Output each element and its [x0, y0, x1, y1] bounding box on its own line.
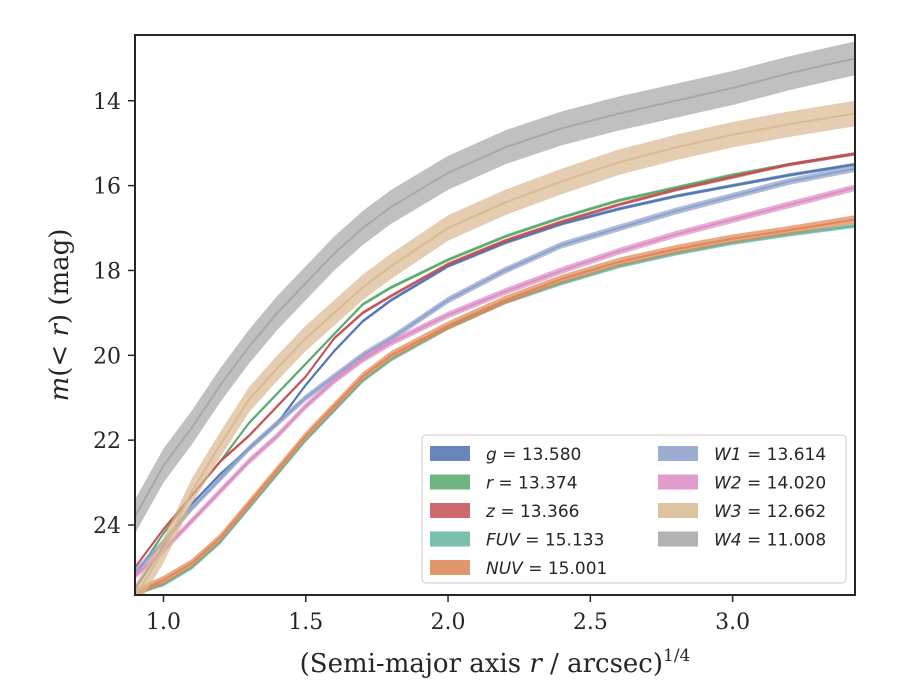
y-axis: 14 16 18 20 22 24 [93, 90, 135, 539]
x-tick-label: 1.0 [146, 610, 181, 635]
y-axis-title: m(< r) (mag) [45, 229, 75, 402]
x-axis: 1.0 1.5 2.0 2.5 3.0 [146, 595, 750, 635]
y-tick-label: 24 [93, 514, 121, 539]
legend-frame [421, 434, 847, 584]
y-tick-label: 20 [93, 344, 121, 369]
legend-swatch-z [430, 503, 470, 518]
series-band-W3 [135, 100, 855, 595]
x-tick-label: 3.0 [715, 610, 750, 635]
series-layer [135, 41, 855, 595]
legend-label-r: r = 13.374 [486, 474, 578, 494]
series-line-z [135, 152, 855, 569]
series-line-W4 [135, 57, 855, 518]
legend-label-W2: W2 = 14.020 [714, 474, 826, 494]
legend-swatch-FUV [430, 531, 470, 547]
legend-label-W1: W1 = 13.614 [714, 445, 826, 465]
legend-swatch-W1 [658, 446, 698, 461]
legend-label-W4: W4 = 11.008 [714, 531, 826, 551]
legend-swatch-W4 [658, 531, 698, 547]
series-line-W2 [135, 186, 855, 577]
x-tick-label: 1.5 [288, 610, 323, 635]
legend-swatch-r [430, 474, 470, 490]
x-tick-label: 2.5 [573, 610, 608, 635]
legend-label-z: z = 13.366 [485, 502, 579, 522]
legend-swatch-W2 [658, 474, 698, 490]
series-band-W4 [135, 41, 855, 534]
legend-label-NUV: NUV = 15.001 [486, 559, 607, 579]
legend-swatch-W3 [658, 503, 698, 518]
x-axis-title: (Semi-major axis r / arcsec)1/4 [300, 646, 691, 679]
y-tick-label: 16 [93, 175, 121, 200]
legend: g = 13.580 r = 13.374 z = 13.366 FUV = 15.1… [421, 434, 847, 584]
y-tick-label: 14 [93, 90, 121, 115]
legend-swatch-g [430, 446, 470, 461]
series-line-W3 [135, 112, 855, 595]
plot-frame [134, 34, 856, 596]
series-line-g [135, 163, 855, 590]
legend-swatch-NUV [430, 560, 470, 575]
x-tick-label: 2.0 [431, 610, 466, 635]
y-tick-label: 22 [93, 429, 121, 454]
legend-label-W3: W3 = 12.662 [714, 502, 826, 522]
series-line-W1 [135, 167, 855, 573]
legend-label-g: g = 13.580 [486, 445, 581, 465]
legend-label-FUV: FUV = 15.133 [486, 531, 604, 551]
series-band-g [135, 162, 855, 591]
series-line-NUV [135, 218, 855, 594]
y-tick-label: 18 [93, 259, 121, 284]
